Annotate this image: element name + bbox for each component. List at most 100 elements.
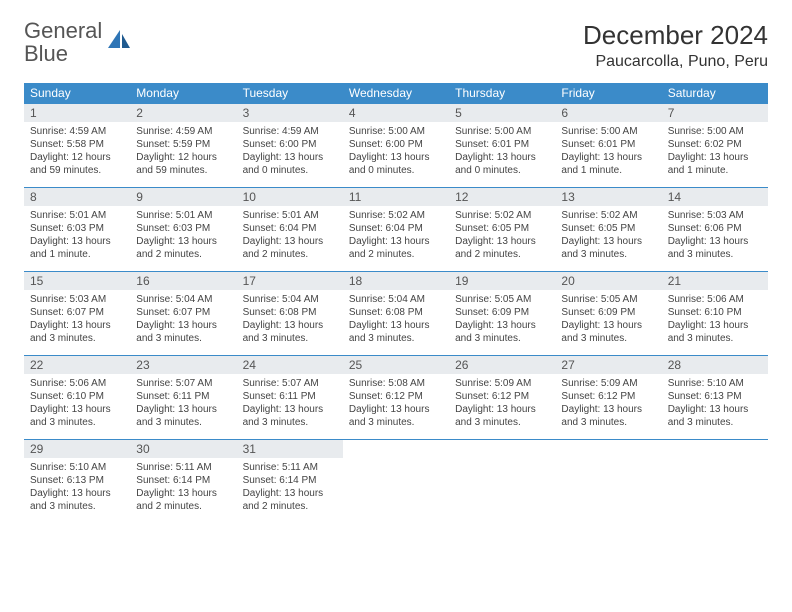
sunset-line: Sunset: 6:11 PM bbox=[136, 390, 230, 403]
day-number: 17 bbox=[237, 272, 343, 291]
daylight-line: Daylight: 13 hours and 2 minutes. bbox=[136, 235, 230, 261]
weekday-sunday: Sunday bbox=[24, 83, 130, 104]
day-number: 27 bbox=[555, 356, 661, 375]
sunrise-line: Sunrise: 5:01 AM bbox=[30, 209, 124, 222]
day-info: Sunrise: 5:03 AMSunset: 6:07 PMDaylight:… bbox=[24, 290, 130, 356]
daylight-line: Daylight: 13 hours and 3 minutes. bbox=[349, 319, 443, 345]
day-number: 31 bbox=[237, 440, 343, 459]
day-number: 29 bbox=[24, 440, 130, 459]
brand-text-1: General bbox=[24, 18, 102, 43]
sunset-line: Sunset: 6:03 PM bbox=[136, 222, 230, 235]
day-info: Sunrise: 5:10 AMSunset: 6:13 PMDaylight:… bbox=[24, 458, 130, 523]
day-info bbox=[555, 458, 661, 523]
day-number: 7 bbox=[662, 104, 768, 123]
day-info: Sunrise: 5:02 AMSunset: 6:05 PMDaylight:… bbox=[555, 206, 661, 272]
daylight-line: Daylight: 13 hours and 3 minutes. bbox=[668, 319, 762, 345]
day-number bbox=[662, 440, 768, 459]
day-info: Sunrise: 5:10 AMSunset: 6:13 PMDaylight:… bbox=[662, 374, 768, 440]
info-row: Sunrise: 5:03 AMSunset: 6:07 PMDaylight:… bbox=[24, 290, 768, 356]
daynum-row: 22232425262728 bbox=[24, 356, 768, 375]
sunrise-line: Sunrise: 5:05 AM bbox=[561, 293, 655, 306]
day-number bbox=[449, 440, 555, 459]
month-title: December 2024 bbox=[583, 20, 768, 51]
day-info: Sunrise: 5:02 AMSunset: 6:05 PMDaylight:… bbox=[449, 206, 555, 272]
sunset-line: Sunset: 6:07 PM bbox=[30, 306, 124, 319]
day-info: Sunrise: 5:01 AMSunset: 6:03 PMDaylight:… bbox=[24, 206, 130, 272]
day-number: 18 bbox=[343, 272, 449, 291]
sunrise-line: Sunrise: 5:11 AM bbox=[243, 461, 337, 474]
day-number: 11 bbox=[343, 188, 449, 207]
sunset-line: Sunset: 6:10 PM bbox=[668, 306, 762, 319]
sunrise-line: Sunrise: 5:03 AM bbox=[30, 293, 124, 306]
day-info: Sunrise: 5:04 AMSunset: 6:08 PMDaylight:… bbox=[237, 290, 343, 356]
header: General Blue December 2024 Paucarcolla, … bbox=[24, 20, 768, 71]
sunset-line: Sunset: 6:13 PM bbox=[30, 474, 124, 487]
sunset-line: Sunset: 6:00 PM bbox=[349, 138, 443, 151]
sunset-line: Sunset: 6:12 PM bbox=[561, 390, 655, 403]
sunset-line: Sunset: 6:14 PM bbox=[243, 474, 337, 487]
sunrise-line: Sunrise: 5:00 AM bbox=[561, 125, 655, 138]
day-info: Sunrise: 5:11 AMSunset: 6:14 PMDaylight:… bbox=[237, 458, 343, 523]
sunrise-line: Sunrise: 5:00 AM bbox=[668, 125, 762, 138]
daynum-row: 15161718192021 bbox=[24, 272, 768, 291]
daylight-line: Daylight: 13 hours and 3 minutes. bbox=[455, 319, 549, 345]
day-info: Sunrise: 5:09 AMSunset: 6:12 PMDaylight:… bbox=[449, 374, 555, 440]
weekday-monday: Monday bbox=[130, 83, 236, 104]
daylight-line: Daylight: 13 hours and 3 minutes. bbox=[243, 319, 337, 345]
sunset-line: Sunset: 6:13 PM bbox=[668, 390, 762, 403]
sunrise-line: Sunrise: 4:59 AM bbox=[30, 125, 124, 138]
day-info: Sunrise: 5:06 AMSunset: 6:10 PMDaylight:… bbox=[24, 374, 130, 440]
day-info: Sunrise: 5:04 AMSunset: 6:08 PMDaylight:… bbox=[343, 290, 449, 356]
sunset-line: Sunset: 6:08 PM bbox=[243, 306, 337, 319]
weekday-tuesday: Tuesday bbox=[237, 83, 343, 104]
day-number: 10 bbox=[237, 188, 343, 207]
daylight-line: Daylight: 13 hours and 3 minutes. bbox=[349, 403, 443, 429]
daylight-line: Daylight: 13 hours and 1 minute. bbox=[561, 151, 655, 177]
sunset-line: Sunset: 6:00 PM bbox=[243, 138, 337, 151]
day-info: Sunrise: 5:00 AMSunset: 6:02 PMDaylight:… bbox=[662, 122, 768, 188]
day-info: Sunrise: 5:00 AMSunset: 6:01 PMDaylight:… bbox=[449, 122, 555, 188]
day-info bbox=[343, 458, 449, 523]
calendar-table: SundayMondayTuesdayWednesdayThursdayFrid… bbox=[24, 83, 768, 523]
day-number: 22 bbox=[24, 356, 130, 375]
daylight-line: Daylight: 13 hours and 3 minutes. bbox=[561, 235, 655, 261]
day-number: 23 bbox=[130, 356, 236, 375]
day-info: Sunrise: 5:11 AMSunset: 6:14 PMDaylight:… bbox=[130, 458, 236, 523]
day-number: 24 bbox=[237, 356, 343, 375]
info-row: Sunrise: 5:01 AMSunset: 6:03 PMDaylight:… bbox=[24, 206, 768, 272]
day-number: 16 bbox=[130, 272, 236, 291]
daylight-line: Daylight: 12 hours and 59 minutes. bbox=[30, 151, 124, 177]
sunrise-line: Sunrise: 5:02 AM bbox=[561, 209, 655, 222]
daylight-line: Daylight: 13 hours and 2 minutes. bbox=[243, 487, 337, 513]
daylight-line: Daylight: 13 hours and 0 minutes. bbox=[455, 151, 549, 177]
day-number: 26 bbox=[449, 356, 555, 375]
day-number: 19 bbox=[449, 272, 555, 291]
sunrise-line: Sunrise: 5:03 AM bbox=[668, 209, 762, 222]
sunrise-line: Sunrise: 5:09 AM bbox=[455, 377, 549, 390]
day-info: Sunrise: 5:05 AMSunset: 6:09 PMDaylight:… bbox=[555, 290, 661, 356]
sunrise-line: Sunrise: 5:10 AM bbox=[30, 461, 124, 474]
brand-logo: General Blue bbox=[24, 20, 132, 66]
sunset-line: Sunset: 6:06 PM bbox=[668, 222, 762, 235]
day-number: 3 bbox=[237, 104, 343, 123]
day-number: 30 bbox=[130, 440, 236, 459]
sunset-line: Sunset: 6:10 PM bbox=[30, 390, 124, 403]
weekday-wednesday: Wednesday bbox=[343, 83, 449, 104]
sunset-line: Sunset: 6:12 PM bbox=[455, 390, 549, 403]
day-number: 25 bbox=[343, 356, 449, 375]
day-info: Sunrise: 5:01 AMSunset: 6:03 PMDaylight:… bbox=[130, 206, 236, 272]
weekday-friday: Friday bbox=[555, 83, 661, 104]
sunrise-line: Sunrise: 5:04 AM bbox=[243, 293, 337, 306]
sunrise-line: Sunrise: 5:08 AM bbox=[349, 377, 443, 390]
day-number: 15 bbox=[24, 272, 130, 291]
day-info: Sunrise: 5:00 AMSunset: 6:00 PMDaylight:… bbox=[343, 122, 449, 188]
day-number: 8 bbox=[24, 188, 130, 207]
daylight-line: Daylight: 13 hours and 3 minutes. bbox=[30, 487, 124, 513]
sunset-line: Sunset: 6:12 PM bbox=[349, 390, 443, 403]
sunset-line: Sunset: 6:04 PM bbox=[243, 222, 337, 235]
sunset-line: Sunset: 6:01 PM bbox=[455, 138, 549, 151]
sunset-line: Sunset: 6:07 PM bbox=[136, 306, 230, 319]
daylight-line: Daylight: 13 hours and 2 minutes. bbox=[455, 235, 549, 261]
day-info: Sunrise: 5:04 AMSunset: 6:07 PMDaylight:… bbox=[130, 290, 236, 356]
sunrise-line: Sunrise: 5:06 AM bbox=[30, 377, 124, 390]
